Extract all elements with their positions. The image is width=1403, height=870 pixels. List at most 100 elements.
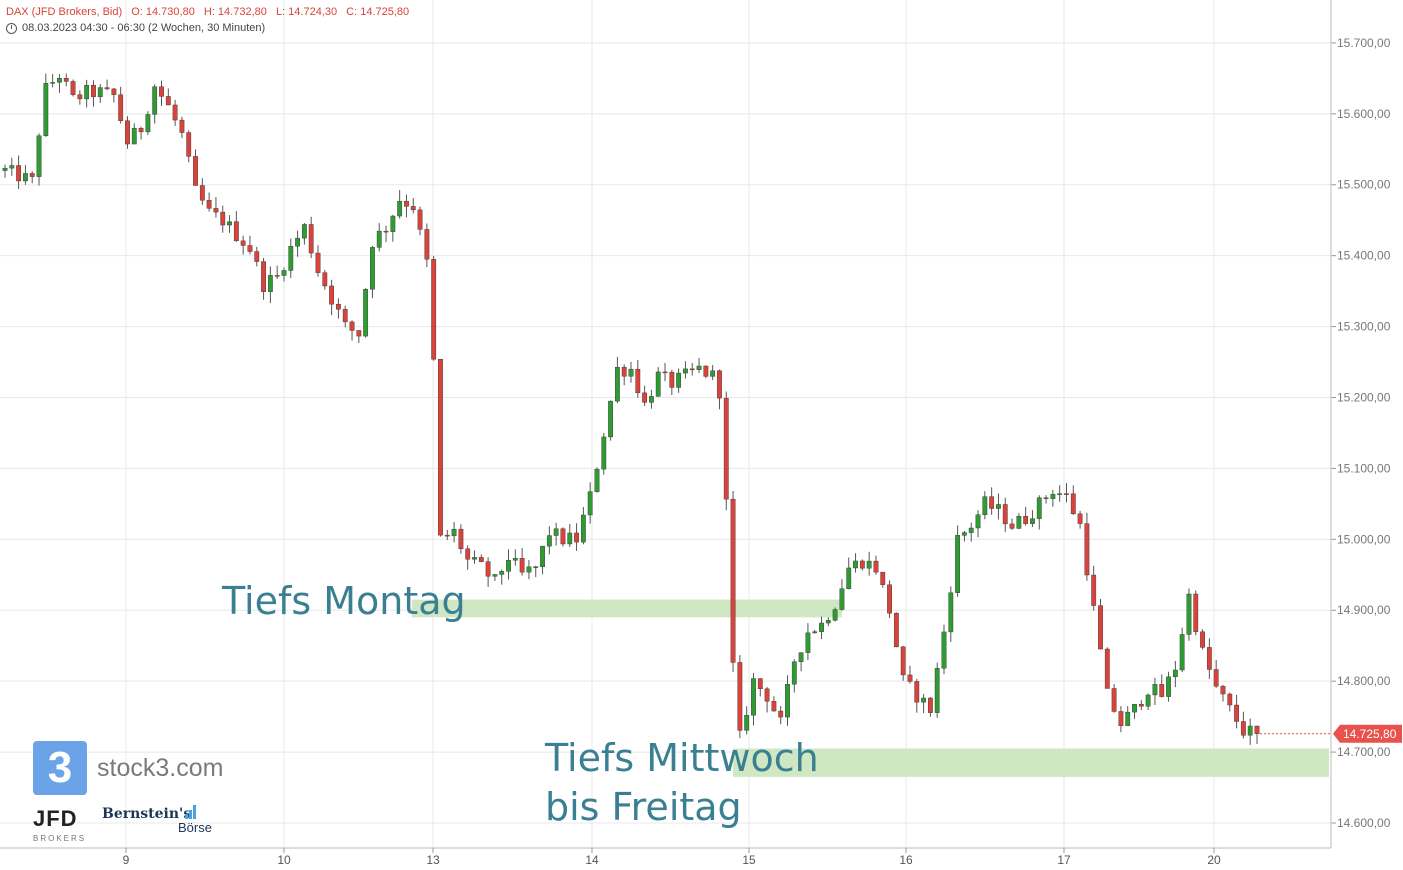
jfd-logo: JFD	[33, 806, 78, 831]
candle-up	[614, 366, 620, 402]
candle-up	[846, 567, 852, 590]
candle-up	[506, 560, 511, 572]
x-tick-label: 16	[899, 853, 913, 867]
support-zone	[733, 748, 1329, 777]
candle-down	[703, 365, 709, 377]
candle-down	[914, 681, 920, 703]
candle-down	[1104, 648, 1110, 689]
candle-down	[1206, 647, 1212, 670]
candle-up	[975, 514, 981, 529]
candle-up	[962, 532, 967, 536]
candle-up	[546, 535, 552, 547]
candle-up	[492, 574, 498, 577]
header-close: C: 14.725,80	[346, 6, 410, 18]
candle-down	[1023, 516, 1029, 524]
candle-down	[723, 397, 729, 500]
candle-up	[941, 631, 947, 669]
candle-down	[778, 710, 784, 718]
candle-down	[356, 330, 362, 337]
header-high: H: 14.732,80	[203, 6, 267, 18]
bar-chart-icon	[185, 805, 201, 819]
candle-up	[853, 560, 858, 569]
timeframe-text: 08.03.2023 04:30 - 06:30 (2 Wochen, 30 M…	[22, 22, 266, 34]
candle-up	[839, 588, 845, 610]
candle-up	[540, 545, 545, 567]
support-zone	[411, 599, 842, 618]
candle-up	[791, 661, 797, 685]
candle-up	[819, 622, 824, 632]
x-tick-label: 15	[742, 853, 756, 867]
candle-down	[519, 558, 525, 573]
clock-icon	[6, 22, 17, 34]
candle-down	[261, 261, 266, 292]
y-tick-label: 14.900,00	[1337, 603, 1391, 617]
candle-down	[104, 87, 110, 90]
candle-down	[1234, 704, 1239, 722]
candle-down	[485, 561, 491, 577]
y-tick-label: 15.200,00	[1337, 390, 1391, 404]
candle-down	[424, 229, 430, 260]
candle-down	[404, 200, 409, 207]
candle-up	[968, 527, 974, 533]
candle-down	[1070, 493, 1076, 515]
candle-down	[1220, 685, 1226, 695]
candle-up	[267, 275, 273, 292]
x-tick-label: 20	[1207, 853, 1221, 867]
candle-down	[1227, 693, 1233, 706]
candle-down	[91, 84, 96, 98]
candle-down	[1091, 574, 1097, 606]
candle-down	[900, 646, 906, 676]
candle-down	[662, 371, 668, 374]
candle-up	[472, 557, 477, 560]
header-open: O: 14.730,80	[131, 6, 195, 18]
candle-up	[1145, 694, 1151, 707]
candle-up	[601, 436, 607, 470]
candle-down	[730, 498, 736, 663]
candle-up	[499, 571, 505, 575]
header-symbol[interactable]: DAX (JFD Brokers, Bid)	[6, 6, 123, 18]
candle-down	[560, 528, 566, 545]
last-price-badge	[1333, 724, 1402, 743]
candle-down	[689, 368, 695, 371]
candle-up	[996, 504, 1001, 509]
candle-up	[23, 173, 28, 182]
candle-down	[138, 127, 144, 133]
candle-down	[336, 303, 341, 310]
annotation-tiefs-montag: Tiefs Montag	[222, 579, 466, 623]
candle-up	[683, 368, 688, 374]
candle-up	[1166, 676, 1171, 697]
candle-down	[70, 81, 76, 95]
candle-down	[308, 224, 314, 254]
candle-down	[989, 496, 995, 509]
candle-up	[451, 528, 457, 537]
candle-down	[1213, 669, 1219, 687]
y-tick-label: 15.300,00	[1337, 320, 1391, 334]
candle-up	[594, 468, 600, 492]
candle-down	[1009, 523, 1015, 529]
candle-up	[832, 609, 838, 621]
candle-down	[669, 371, 675, 388]
candle-down	[186, 132, 192, 157]
y-tick-label: 15.500,00	[1337, 178, 1391, 192]
candle-down	[887, 584, 892, 614]
candle-up	[533, 566, 539, 568]
candle-up	[655, 371, 661, 397]
candle-down	[410, 206, 416, 211]
y-tick-label: 14.700,00	[1337, 745, 1391, 759]
candle-down	[29, 173, 35, 177]
candle-down	[125, 120, 130, 145]
candle-up	[710, 370, 716, 377]
candle-down	[458, 528, 464, 550]
x-tick-label: 13	[426, 853, 440, 867]
annotation-tiefs-mittwoch: Tiefs Mittwoch	[545, 736, 819, 780]
candle-up	[2, 167, 8, 171]
candle-down	[1254, 725, 1260, 734]
candle-up	[744, 715, 750, 731]
candle-down	[1138, 704, 1144, 707]
candle-down	[873, 560, 879, 573]
last-price-label: 14.725,80	[1343, 727, 1397, 741]
candle-down	[247, 245, 253, 252]
candle-down	[1111, 688, 1117, 712]
candle-up	[785, 684, 790, 718]
